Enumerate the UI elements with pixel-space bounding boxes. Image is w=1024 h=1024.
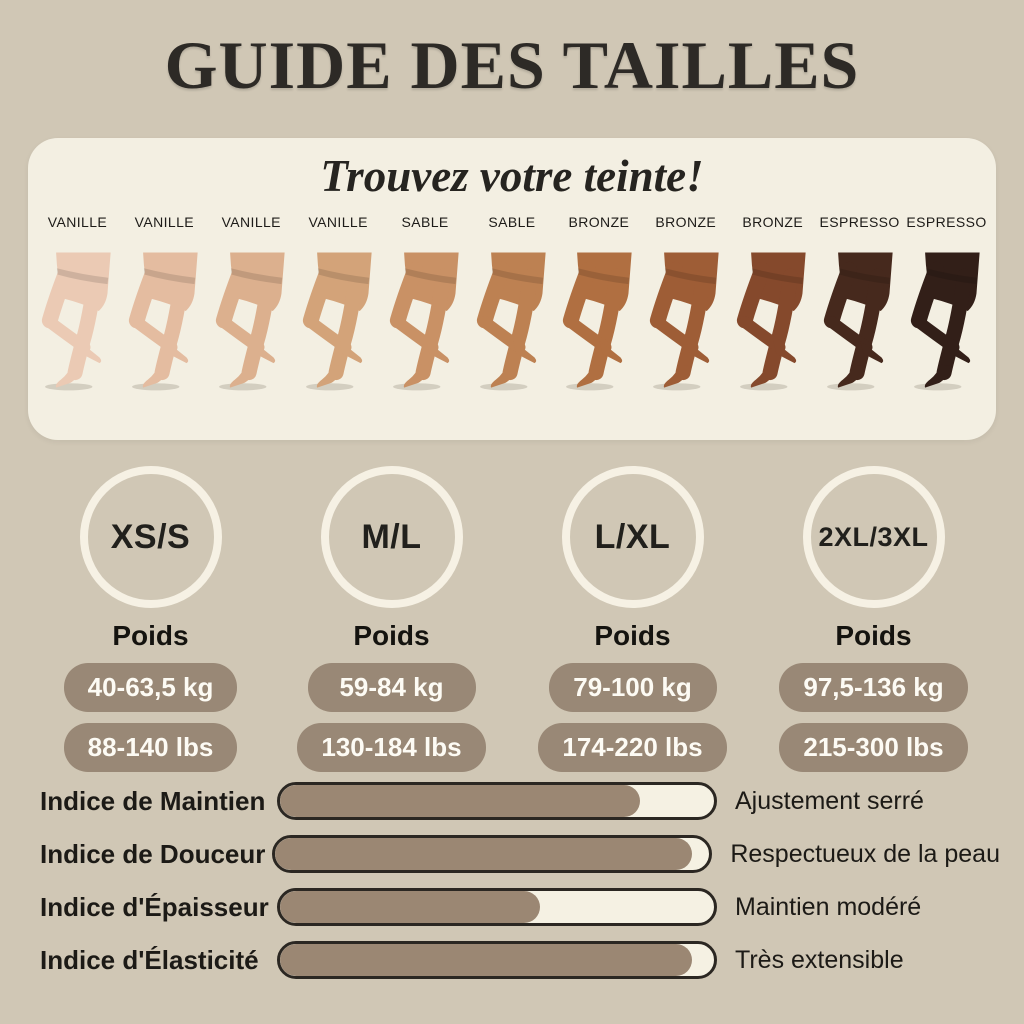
weight-lbs-pill: 130-184 lbs [297,723,486,772]
legs-icon [827,252,893,390]
leg-swatch [816,234,903,410]
leg-swatch [469,234,556,410]
size-column-l-xl: L/XL Poids 79-100 kg 174-220 lbs [512,466,753,772]
shade-label: SABLE [488,214,536,230]
index-bar-fill [280,944,693,976]
legs-icon [45,252,111,390]
indices-section: Indice de Maintien Ajustement serré Indi… [40,782,1000,994]
index-row: Indice de Douceur Respectueux de la peau [40,835,1000,873]
index-description: Respectueux de la peau [730,839,1000,868]
size-label: L/XL [594,517,671,556]
legs-icon [653,252,719,390]
index-row: Indice d'Élasticité Très extensible [40,941,1000,979]
weight-kg-pill: 59-84 kg [307,663,476,712]
size-circle: 2XL/3XL [802,466,945,608]
shade-label: VANILLE [308,214,368,230]
legs-icon [480,252,546,390]
size-column-2xl-3xl: 2XL/3XL Poids 97,5-136 kg 215-300 lbs [753,466,994,772]
shade-label: VANILLE [47,214,108,230]
weight-lbs-pill: 174-220 lbs [538,723,727,772]
legs-icon [566,252,632,390]
leg-swatch [34,234,121,410]
shade-label: ESPRESSO [819,214,900,230]
leg-swatch [295,234,382,410]
size-label: 2XL/3XL [818,521,929,552]
legs-icon [132,252,198,390]
index-bar [277,888,717,926]
shade-label: BRONZE [655,214,717,230]
leg-swatch [121,234,208,410]
index-bar-fill [280,891,541,923]
index-bar [277,782,717,820]
page-title: GUIDE DES TAILLES [164,27,860,103]
sizes-row: XS/S Poids 40-63,5 kg 88-140 lbs M/L Poi… [30,466,994,772]
weight-lbs-pill: 88-140 lbs [63,723,238,772]
legs-icon [740,252,806,390]
leg-swatch [642,234,729,410]
legs-icon [306,252,372,390]
size-label: XS/S [110,517,191,556]
legs-row [28,234,996,410]
size-column-m-l: M/L Poids 59-84 kg 130-184 lbs [271,466,512,772]
index-bar-fill [280,785,641,817]
index-description: Maintien modéré [735,892,922,921]
leg-swatch [555,234,642,410]
index-label: Indice de Douceur [40,838,266,869]
weight-title: Poids [112,620,189,651]
shade-label: SABLE [401,214,449,230]
leg-swatch [382,234,469,410]
size-label: M/L [361,517,422,556]
shade-label: VANILLE [221,214,281,230]
size-circle: M/L [320,466,463,608]
shade-panel-subtitle: Trouvez votre teinte! [320,151,704,201]
shade-labels-row: VANILLE VANILLE VANILLE VANILLE SABLE SA… [28,214,996,230]
index-row: Indice d'Épaisseur Maintien modéré [40,888,1000,926]
legs-icon [393,252,459,390]
index-label: Indice de Maintien [40,785,266,816]
legs-icon [219,252,285,390]
weight-title: Poids [594,620,671,651]
weight-kg-pill: 40-63,5 kg [63,663,238,712]
leg-swatch [729,234,816,410]
weight-kg-pill: 79-100 kg [548,663,717,712]
index-row: Indice de Maintien Ajustement serré [40,782,1000,820]
index-description: Très extensible [735,945,904,974]
legs-icon [914,252,980,390]
shade-panel: Trouvez votre teinte! VANILLE VANILLE VA… [28,138,996,440]
index-bar [277,941,717,979]
shade-label: BRONZE [568,214,630,230]
size-column-xs-s: XS/S Poids 40-63,5 kg 88-140 lbs [30,466,271,772]
shade-label: ESPRESSO [906,214,987,230]
size-circle: L/XL [561,466,704,608]
size-circle: XS/S [79,466,222,608]
weight-title: Poids [353,620,430,651]
index-description: Ajustement serré [735,786,924,815]
weight-title: Poids [835,620,912,651]
weight-kg-pill: 97,5-136 kg [779,663,968,712]
index-label: Indice d'Élasticité [40,944,259,975]
leg-swatch [903,234,990,410]
index-bar [272,835,713,873]
index-label: Indice d'Épaisseur [40,891,269,922]
shade-label: VANILLE [134,214,195,230]
leg-swatch [208,234,295,410]
index-bar-fill [275,838,692,870]
weight-lbs-pill: 215-300 lbs [779,723,968,772]
shade-label: BRONZE [742,214,804,230]
